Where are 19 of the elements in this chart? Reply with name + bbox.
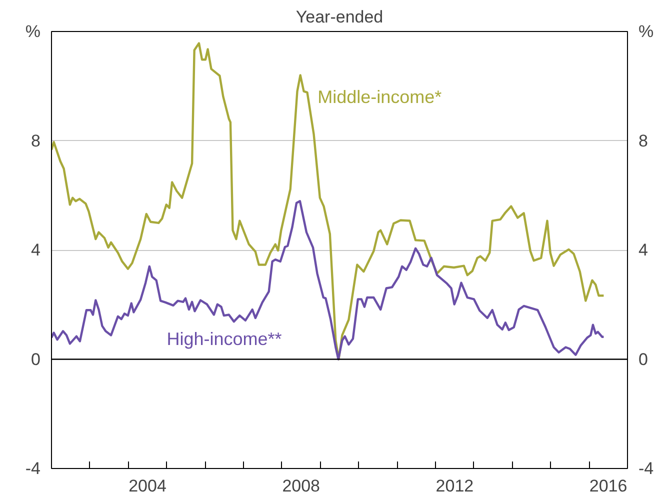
x-tick-label: 2008: [282, 476, 320, 494]
line-series: [52, 200, 605, 360]
y2-tick-label: 4: [638, 240, 648, 260]
y2-tick-label: %: [638, 22, 654, 41]
x-tick-label: 2004: [128, 476, 166, 494]
y2-tick-label: 0: [638, 350, 648, 369]
y2-tick-label: 8: [638, 131, 648, 150]
y-tick-label: 0: [31, 350, 41, 369]
chart-subtitle: Year-ended: [296, 8, 384, 26]
y-tick-label: -4: [25, 459, 41, 478]
y2-tick-label: -4: [638, 459, 654, 478]
y-tick-label: 4: [31, 240, 41, 260]
line-series: [52, 42, 605, 360]
y-tick-label: %: [25, 22, 41, 41]
series-label: High-income**: [166, 328, 282, 349]
y-tick-label: 8: [31, 131, 41, 150]
x-tick-label: 2016: [589, 476, 628, 494]
x-tick-label: 2012: [436, 476, 474, 494]
series-label: Middle-income*: [318, 87, 442, 108]
